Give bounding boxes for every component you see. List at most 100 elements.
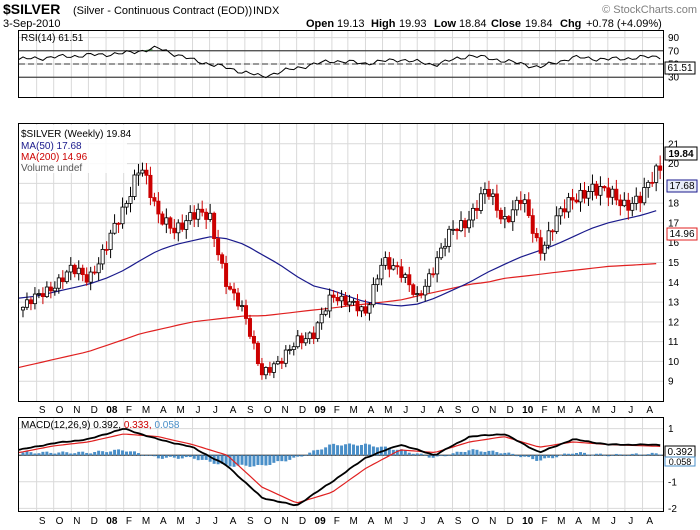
- macd-histogram-bar: [399, 449, 403, 456]
- macd-histogram-bar: [391, 449, 395, 456]
- price-ma200-tag-text: 14.96: [669, 229, 694, 240]
- price-close-tag-text: 19.84: [668, 149, 693, 160]
- macd-histogram-bar: [355, 445, 359, 456]
- candle-down: [463, 220, 468, 229]
- candle-down: [232, 288, 237, 294]
- macd-histogram-bar: [101, 451, 105, 456]
- x-tick-label: O: [56, 516, 64, 527]
- macd-label-main: MACD(12,26,9) 0.392,: [21, 420, 121, 431]
- candle-down: [618, 199, 623, 207]
- candle-up: [554, 215, 559, 232]
- macd-histogram-bar: [467, 450, 471, 456]
- x-tick-label: F: [126, 516, 132, 527]
- price-y-tick-label: 21: [668, 139, 680, 150]
- x-tick-label: O: [56, 405, 64, 416]
- x-tick-label: O: [264, 516, 272, 527]
- x-tick-label: J: [611, 516, 616, 527]
- price-y-tick-label: 18: [668, 199, 680, 210]
- candle-down: [474, 207, 479, 211]
- candle-up: [283, 349, 288, 364]
- candle-down: [407, 274, 412, 286]
- macd-histogram-bar: [240, 455, 244, 465]
- macd-histogram-bar: [65, 452, 69, 456]
- macd-histogram-bar: [117, 449, 121, 456]
- candle-down: [212, 212, 217, 239]
- x-tick-label: A: [646, 405, 653, 416]
- macd-histogram-bar: [41, 451, 45, 456]
- candle-up: [100, 248, 105, 265]
- x-tick-label: M: [384, 405, 392, 416]
- macd-histogram-bar: [336, 445, 340, 456]
- macd-histogram-bar: [395, 449, 399, 456]
- x-tick-label: F: [126, 405, 132, 416]
- macd-histogram-bar: [535, 455, 539, 461]
- price-y-tick-label: 16: [668, 238, 680, 249]
- macd-histogram-bar: [105, 452, 109, 456]
- price-ma200-tag: [666, 227, 698, 241]
- low-value: 18.84: [459, 18, 487, 30]
- high-value: 19.93: [399, 18, 427, 30]
- candle-down: [28, 299, 33, 305]
- macd-histogram-bar: [184, 455, 188, 458]
- candle-up: [140, 169, 145, 174]
- x-tick-label: 08: [106, 516, 118, 527]
- macd-histogram-bar: [320, 449, 324, 456]
- candle-up: [435, 257, 440, 275]
- macd-panel: [18, 417, 664, 512]
- candle-down: [530, 215, 535, 234]
- macd-histogram-bar: [579, 452, 583, 456]
- candle-up: [20, 306, 25, 311]
- macd-histogram-bar: [519, 455, 523, 458]
- macd-histogram-bar: [411, 453, 415, 456]
- macd-histogram-bar: [602, 455, 606, 456]
- macd-label: MACD(12,26,9) 0.392, 0.333, 0.058: [21, 420, 180, 431]
- candle-up: [542, 244, 547, 254]
- macd-histogram-bar: [340, 445, 344, 456]
- macd-histogram-bar: [85, 452, 89, 456]
- candle-up: [128, 196, 133, 204]
- candle-up: [630, 202, 635, 211]
- macd-histogram-bar: [224, 455, 228, 465]
- candle-down: [84, 274, 89, 283]
- macd-histogram-bar: [555, 455, 559, 458]
- x-tick-label: 10: [522, 405, 534, 416]
- macd-histogram-bar: [479, 451, 483, 456]
- candle-down: [455, 228, 460, 232]
- x-tick-label: N: [281, 516, 288, 527]
- price-y-tick-label: 10: [668, 357, 680, 368]
- candle-down: [582, 189, 587, 199]
- candle-up: [482, 188, 487, 195]
- candle-down: [574, 199, 579, 203]
- candle-up: [490, 193, 495, 197]
- macd-histogram-bar: [97, 450, 101, 456]
- macd-y-tick-label: 1: [668, 424, 674, 435]
- macd-histogram-bar: [49, 452, 53, 456]
- candle-up: [415, 293, 420, 295]
- x-tick-label: J: [421, 405, 426, 416]
- macd-histogram-bar: [200, 455, 204, 460]
- candle-up: [96, 263, 101, 274]
- candle-down: [335, 297, 340, 302]
- candle-up: [586, 191, 591, 199]
- candle-down: [419, 293, 424, 296]
- chart-date: 3-Sep-2010: [3, 18, 61, 30]
- candle-down: [399, 266, 404, 278]
- candle-up: [36, 293, 41, 295]
- macd-histogram-bar: [284, 455, 288, 462]
- candle-down: [168, 217, 173, 229]
- x-tick-label: A: [230, 516, 237, 527]
- price-legend-box: [19, 125, 127, 173]
- macd-histogram-bar: [260, 455, 264, 466]
- price-y-tick-label: 12: [668, 317, 680, 328]
- price-panel: [18, 123, 664, 402]
- candle-up: [566, 197, 571, 213]
- price-ma50-tag-text: 17.68: [669, 181, 694, 192]
- x-tick-label: M: [557, 405, 565, 416]
- macd-histogram-bar: [296, 455, 300, 457]
- macd-histogram-bar: [567, 453, 571, 456]
- macd-histogram-bar: [407, 452, 411, 456]
- x-tick-label: D: [506, 516, 513, 527]
- price-y-tick-label: 13: [668, 298, 680, 309]
- macd-histogram-bar: [626, 455, 630, 456]
- macd-histogram-bar: [463, 451, 467, 456]
